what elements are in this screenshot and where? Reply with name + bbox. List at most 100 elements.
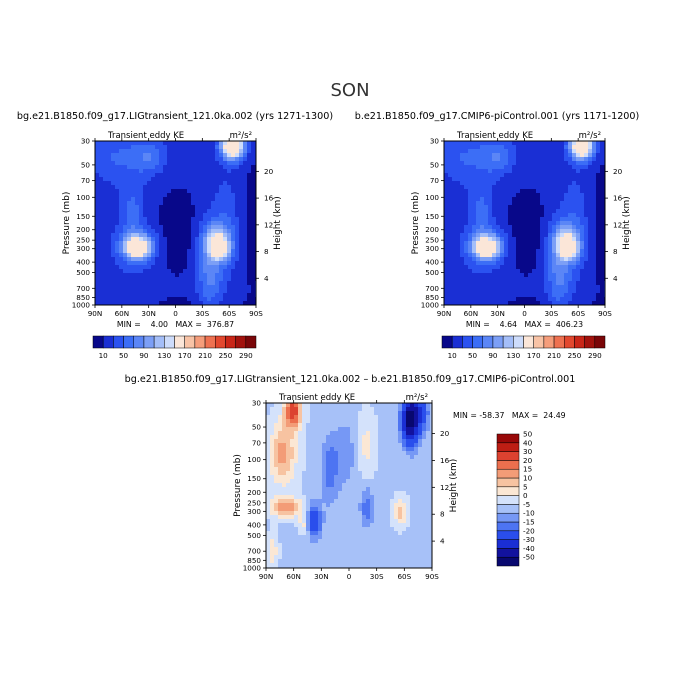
y-tick-label: 50: [81, 160, 91, 169]
y-tick-label: 300: [247, 507, 261, 516]
min-max-text: MIN = -58.37 MAX = 24.49: [453, 411, 566, 420]
y-tick-label: 70: [81, 176, 91, 185]
colorbar-box: [502, 335, 514, 349]
y-tick-label: 1000: [421, 301, 440, 310]
colorbar-box: [204, 335, 216, 349]
colorbar-box: [523, 335, 534, 349]
x-tick-label: 30N: [141, 309, 156, 318]
x-tick-label: 90N: [88, 309, 103, 318]
x-tick-label: 60S: [397, 572, 411, 581]
colorbar-box: [164, 335, 175, 349]
y-tick-label: 1000: [243, 564, 262, 573]
units-label: m²/s²: [579, 131, 601, 141]
colorbar-box: [496, 486, 520, 496]
colorbar-box: [92, 335, 104, 349]
colorbar-box: [543, 335, 555, 349]
variable-label: Transient eddy KE: [456, 131, 533, 141]
y-tick-label: 850: [76, 293, 90, 302]
colorbar-box: [225, 335, 236, 349]
x-tick-label: 60S: [571, 309, 585, 318]
contour-fill: [444, 141, 605, 305]
colorbar-box: [184, 335, 196, 349]
y-tick-label: 30: [81, 137, 91, 146]
colorbar-label: -50: [523, 553, 535, 562]
x-tick-label: 30S: [544, 309, 558, 318]
y-tick-label: 150: [425, 212, 439, 221]
y2-tick-label: 12: [613, 220, 622, 229]
y-tick-label: 100: [247, 455, 261, 464]
colorbar-box: [584, 335, 596, 349]
x-tick-label: 60N: [286, 572, 301, 581]
colorbar-box: [496, 460, 520, 470]
colorbar-box: [496, 433, 520, 444]
x-tick-label: 60N: [115, 309, 130, 318]
colorbar-label: -30: [523, 535, 535, 544]
colorbar-box: [462, 335, 473, 349]
y-tick-label: 50: [252, 423, 262, 432]
colorbar-box: [174, 335, 185, 349]
x-tick-label: 30N: [314, 572, 329, 581]
y-tick-label: 500: [247, 531, 261, 540]
colorbar-label: 50: [119, 351, 129, 360]
colorbar-label: 50: [468, 351, 478, 360]
units-label: m²/s²: [406, 393, 428, 403]
x-tick-label: 90S: [249, 309, 263, 318]
y-tick-label: 70: [430, 176, 440, 185]
y-tick-label: 100: [425, 193, 439, 202]
colorbar-label: -5: [523, 500, 530, 509]
y-tick-label: 300: [76, 244, 90, 253]
y-tick-label: 70: [252, 438, 262, 447]
colorbar-box: [496, 495, 520, 505]
y-tick-label: 200: [76, 225, 90, 234]
colorbar-box: [492, 335, 504, 349]
y2-axis-label: Height (km): [449, 459, 459, 513]
colorbar-box: [496, 468, 520, 479]
contour-fill: [95, 141, 256, 305]
colorbar-label: 130: [157, 351, 171, 360]
y-tick-label: 300: [425, 244, 439, 253]
colorbar-label: 10: [523, 474, 533, 483]
y-tick-label: 400: [247, 520, 261, 529]
y2-tick-label: 20: [613, 167, 623, 176]
colorbar-box: [496, 530, 520, 540]
y-tick-label: 200: [425, 225, 439, 234]
y2-tick-label: 20: [440, 429, 450, 438]
colorbar-box: [594, 335, 606, 349]
colorbar-label: -10: [523, 509, 535, 518]
x-tick-label: 0: [173, 309, 178, 318]
colorbar-box: [496, 512, 520, 523]
y-tick-label: 30: [252, 399, 262, 408]
x-tick-label: 90S: [598, 309, 612, 318]
x-tick-label: 60S: [222, 309, 236, 318]
min-max-text: MIN = 4.00 MAX = 376.87: [117, 320, 234, 329]
x-tick-label: 90N: [259, 572, 274, 581]
y-axis-label: Pressure (mb): [62, 192, 72, 255]
colorbar-box: [143, 335, 155, 349]
figure-title: SON: [330, 80, 369, 101]
colorbar-box: [496, 539, 520, 549]
colorbar-label: 30: [523, 447, 533, 456]
y-tick-label: 700: [76, 284, 90, 293]
units-label: m²/s²: [230, 131, 252, 141]
colorbar-label: 10: [448, 351, 458, 360]
y-tick-label: 850: [425, 293, 439, 302]
panel-title: bg.e21.B1850.f09_g17.LIGtransient_121.0k…: [17, 111, 333, 122]
colorbar-label: 15: [523, 465, 532, 474]
colorbar-box: [564, 335, 575, 349]
colorbar-label: 290: [588, 351, 602, 360]
y-tick-label: 150: [76, 212, 90, 221]
y2-tick-label: 16: [613, 194, 623, 203]
colorbar-label: 90: [488, 351, 498, 360]
colorbar-box: [482, 335, 494, 349]
y2-tick-label: 4: [613, 274, 618, 283]
colorbar-label: 250: [219, 351, 233, 360]
y-tick-label: 1000: [72, 301, 91, 310]
y-tick-label: 400: [76, 258, 90, 267]
colorbar-box: [123, 335, 134, 349]
colorbar-label: 20: [523, 456, 533, 465]
y2-axis-label: Height (km): [622, 196, 632, 250]
colorbar-box: [496, 504, 520, 514]
colorbar-box: [113, 335, 124, 349]
y-axis-label: Pressure (mb): [233, 454, 243, 517]
